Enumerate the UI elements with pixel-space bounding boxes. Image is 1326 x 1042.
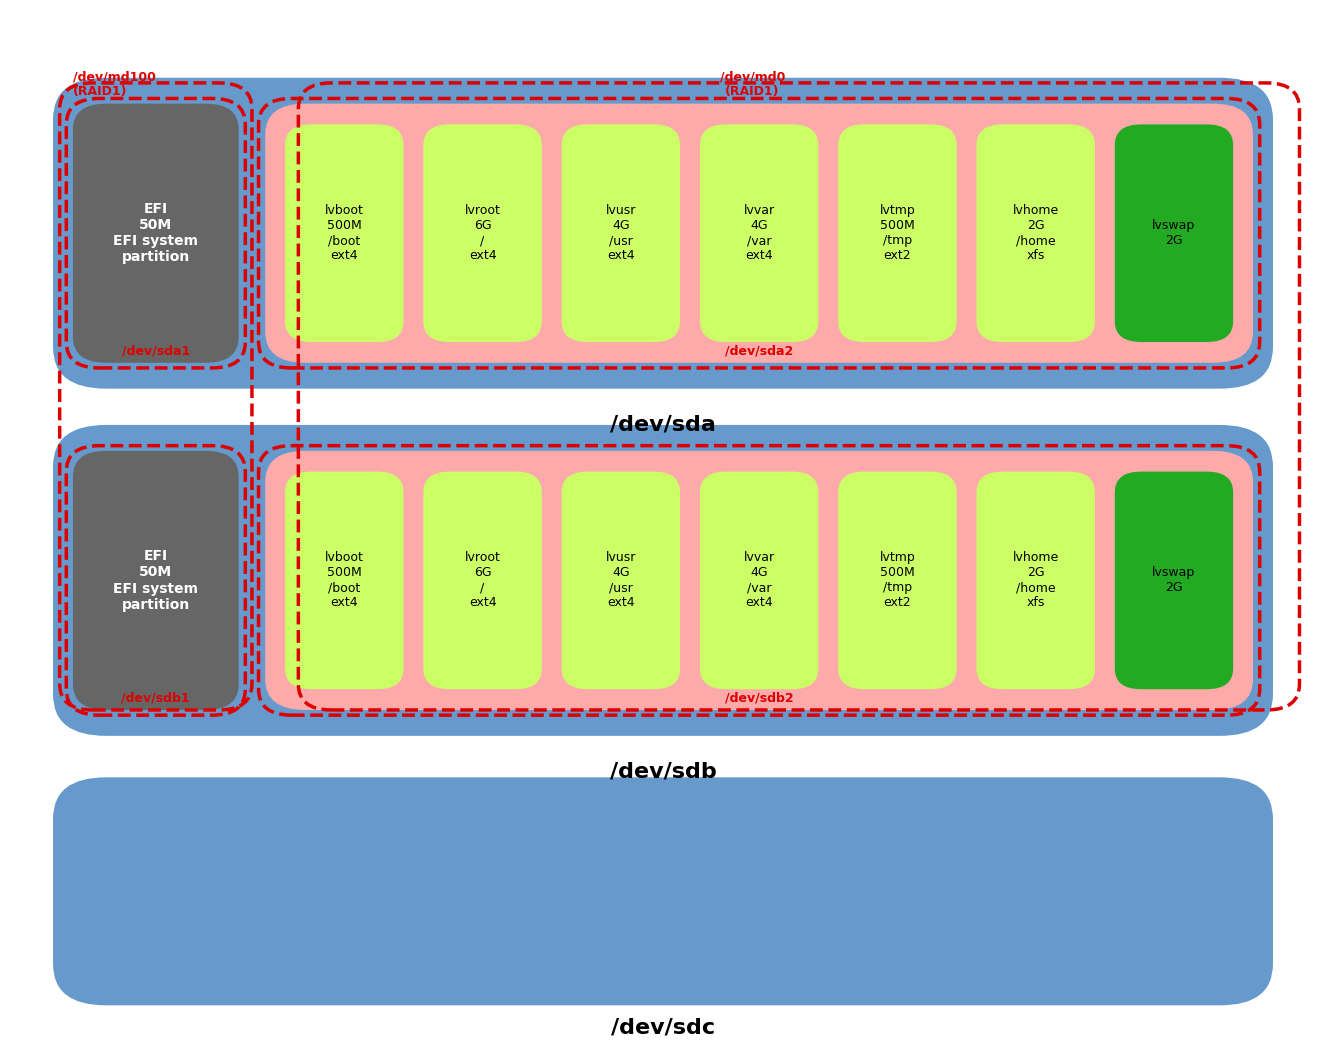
Text: lvroot
6G
/
ext4: lvroot 6G / ext4 [464, 551, 500, 610]
FancyBboxPatch shape [53, 78, 1273, 389]
FancyBboxPatch shape [562, 472, 680, 689]
FancyBboxPatch shape [976, 472, 1095, 689]
FancyBboxPatch shape [73, 451, 239, 710]
Text: lvswap
2G: lvswap 2G [1152, 567, 1196, 594]
FancyBboxPatch shape [53, 425, 1273, 736]
Text: lvboot
500M
/boot
ext4: lvboot 500M /boot ext4 [325, 551, 363, 610]
FancyBboxPatch shape [700, 124, 818, 342]
Text: lvhome
2G
/home
xfs: lvhome 2G /home xfs [1013, 204, 1059, 263]
FancyBboxPatch shape [700, 472, 818, 689]
Text: /dev/sda1: /dev/sda1 [122, 345, 190, 357]
FancyBboxPatch shape [423, 472, 542, 689]
Text: lvswap
2G: lvswap 2G [1152, 219, 1196, 247]
Text: lvtmp
500M
/tmp
ext2: lvtmp 500M /tmp ext2 [879, 551, 915, 610]
Text: lvusr
4G
/usr
ext4: lvusr 4G /usr ext4 [606, 204, 636, 263]
FancyBboxPatch shape [73, 103, 239, 363]
Text: lvboot
500M
/boot
ext4: lvboot 500M /boot ext4 [325, 204, 363, 263]
Text: /dev/sdb: /dev/sdb [610, 762, 716, 782]
Text: lvusr
4G
/usr
ext4: lvusr 4G /usr ext4 [606, 551, 636, 610]
FancyBboxPatch shape [838, 472, 956, 689]
Text: EFI
50M
EFI system
partition: EFI 50M EFI system partition [113, 202, 199, 265]
Text: lvvar
4G
/var
ext4: lvvar 4G /var ext4 [744, 204, 774, 263]
FancyBboxPatch shape [265, 103, 1253, 363]
FancyBboxPatch shape [976, 124, 1095, 342]
FancyBboxPatch shape [285, 124, 403, 342]
Text: /dev/sdb2: /dev/sdb2 [725, 692, 793, 704]
FancyBboxPatch shape [838, 124, 956, 342]
Text: lvroot
6G
/
ext4: lvroot 6G / ext4 [464, 204, 500, 263]
Text: lvvar
4G
/var
ext4: lvvar 4G /var ext4 [744, 551, 774, 610]
Text: /dev/md0
(RAID1): /dev/md0 (RAID1) [720, 71, 785, 98]
FancyBboxPatch shape [1115, 124, 1233, 342]
Text: /dev/sdb1: /dev/sdb1 [122, 692, 190, 704]
Text: lvhome
2G
/home
xfs: lvhome 2G /home xfs [1013, 551, 1059, 610]
Text: lvtmp
500M
/tmp
ext2: lvtmp 500M /tmp ext2 [879, 204, 915, 263]
FancyBboxPatch shape [562, 124, 680, 342]
FancyBboxPatch shape [1115, 472, 1233, 689]
FancyBboxPatch shape [53, 777, 1273, 1006]
Text: /dev/md100
(RAID1): /dev/md100 (RAID1) [73, 71, 156, 98]
Text: /dev/sdc: /dev/sdc [611, 1018, 715, 1038]
FancyBboxPatch shape [285, 472, 403, 689]
Text: /dev/sda2: /dev/sda2 [725, 345, 793, 357]
Text: EFI
50M
EFI system
partition: EFI 50M EFI system partition [113, 549, 199, 612]
FancyBboxPatch shape [265, 451, 1253, 710]
FancyBboxPatch shape [423, 124, 542, 342]
Text: /dev/sda: /dev/sda [610, 415, 716, 435]
